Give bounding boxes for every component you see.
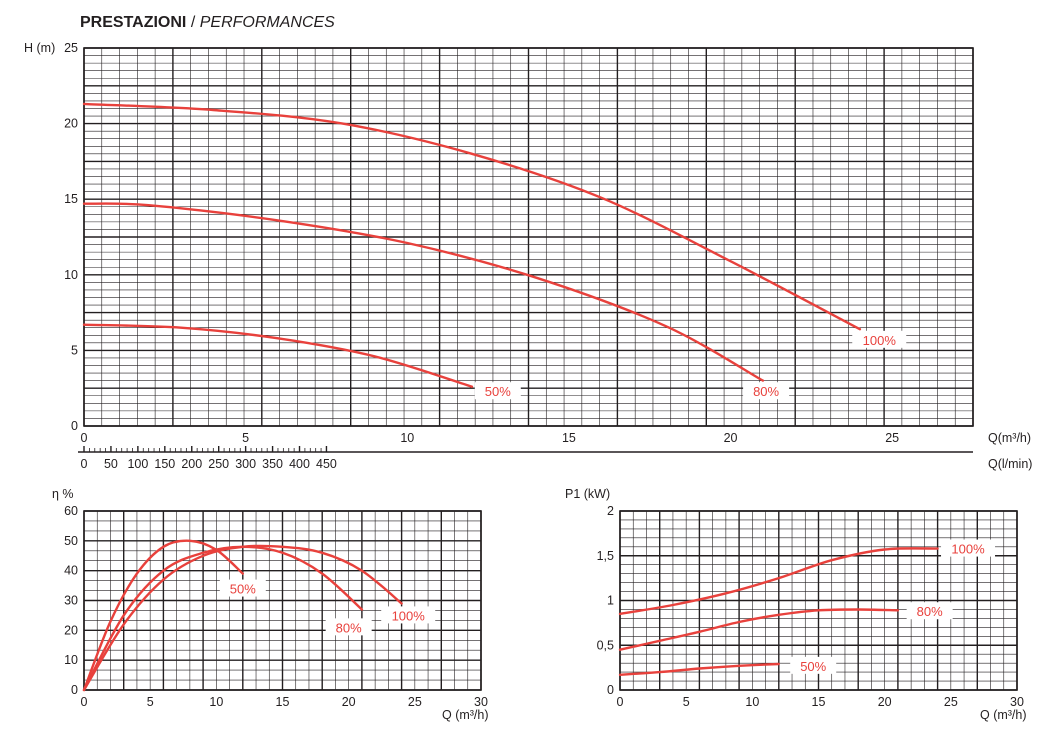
curve-label-bg (219, 579, 266, 597)
x2-tick-label: 450 (316, 457, 337, 471)
y-tick-label: 25 (64, 41, 78, 55)
x-tick-label: 25 (408, 695, 422, 709)
curve-50pct (82, 539, 244, 692)
curve-label: 50% (800, 659, 826, 674)
y-tick-label: 0 (71, 419, 78, 433)
x-tick-label: 15 (812, 695, 826, 709)
x-tick-label: 0 (81, 695, 88, 709)
y-tick-label: 60 (64, 504, 78, 518)
curve-label-bg (790, 656, 837, 674)
x2-tick-label: 350 (262, 457, 283, 471)
plot-frame (619, 510, 1018, 691)
curve-label: 80% (917, 604, 943, 619)
y-tick-label: 10 (64, 268, 78, 282)
y-axis-label: η % (52, 487, 74, 501)
y-tick-label: 20 (64, 117, 78, 131)
x-tick-label: 20 (342, 695, 356, 709)
x-tick-label: 30 (474, 695, 488, 709)
y-axis-label: H (m) (24, 41, 55, 55)
curve-label-bg (381, 606, 436, 624)
x-tick-label: 15 (276, 695, 290, 709)
x-tick-label: 15 (562, 431, 576, 445)
x-axis-label: Q(m³/h) (988, 431, 1031, 445)
curve-50pct (618, 662, 780, 676)
title-italic: PERFORMANCES (199, 14, 335, 31)
curve-label-bg (325, 618, 372, 636)
secondary-x-axis: 0 50 100 150 200 250 300 350 400 450 Q(l/min) (78, 446, 1032, 471)
x-tick-label: 5 (147, 695, 154, 709)
title-strong: PRESTAZIONI (80, 14, 187, 31)
x-tick-label: 5 (242, 431, 249, 445)
x2-axis-label: Q(l/min) (988, 457, 1032, 471)
x-tick-label: 10 (209, 695, 223, 709)
x-tick-label: 10 (745, 695, 759, 709)
curve-label: 100% (863, 333, 897, 348)
grid (83, 47, 974, 427)
curve-label-bg (852, 330, 907, 348)
grid (83, 510, 482, 691)
y-tick-label: 1,5 (597, 549, 614, 563)
plot-frame (83, 47, 974, 427)
curve-80pct (82, 202, 765, 382)
plot-frame (83, 510, 482, 691)
x2-tick-label: 150 (154, 457, 175, 471)
y-tick-label: 0 (607, 683, 614, 697)
y-tick-label: 50 (64, 534, 78, 548)
y-tick-label: 15 (64, 192, 78, 206)
x-tick-label: 20 (724, 431, 738, 445)
x-tick-label: 20 (878, 695, 892, 709)
y-tick-label: 20 (64, 623, 78, 637)
curve-label: 50% (485, 384, 511, 399)
x2-tick-label: 200 (181, 457, 202, 471)
y-axis-label: P1 (kW) (565, 487, 610, 501)
y-tick-label: 40 (64, 564, 78, 578)
x2-tick-label: 0 (81, 457, 88, 471)
x-tick-label: 25 (885, 431, 899, 445)
x-tick-label: 5 (683, 695, 690, 709)
curve-label: 80% (336, 620, 362, 635)
y-tick-label: 0 (71, 683, 78, 697)
page-title: PRESTAZIONI / PERFORMANCES (80, 14, 335, 32)
y-tick-label: 2 (607, 504, 614, 518)
y-tick-label: 1 (607, 594, 614, 608)
y-tick-label: 30 (64, 594, 78, 608)
curve-50pct (82, 323, 474, 388)
y-tick-label: 0,5 (597, 638, 614, 652)
curve-80pct (618, 608, 900, 651)
curve-80pct (82, 545, 364, 692)
title-separator: / (186, 14, 200, 31)
x2-tick-label: 100 (127, 457, 148, 471)
x2-tick-label: 400 (289, 457, 310, 471)
curve-label: 100% (392, 608, 426, 623)
x-tick-label: 10 (400, 431, 414, 445)
x-tick-label: 30 (1010, 695, 1024, 709)
curve-label-bg (743, 382, 790, 400)
x2-tick-label: 300 (235, 457, 256, 471)
x2-tick-label: 50 (104, 457, 118, 471)
curve-label: 100% (951, 542, 985, 557)
x-tick-label: 0 (617, 695, 624, 709)
curve-label-bg (906, 602, 953, 620)
x-axis-label: Q (m³/h) (442, 708, 489, 722)
curve-label: 80% (753, 384, 779, 399)
curve-100pct (82, 102, 862, 331)
curve-label: 50% (230, 582, 256, 597)
x-tick-label: 0 (81, 431, 88, 445)
efficiency-chart: 0 10 20 30 40 50 60 0 5 10 15 20 25 30 η % Q (m³/h) 100%… (52, 487, 489, 722)
curve-label-bg (474, 382, 521, 400)
curve-100pct (618, 547, 939, 616)
curve-label-bg (941, 539, 996, 557)
y-tick-label: 5 (71, 343, 78, 357)
y-tick-label: 10 (64, 653, 78, 667)
x2-tick-label: 250 (208, 457, 229, 471)
x-tick-label: 25 (944, 695, 958, 709)
x-axis-label: Q (m³/h) (980, 708, 1027, 722)
